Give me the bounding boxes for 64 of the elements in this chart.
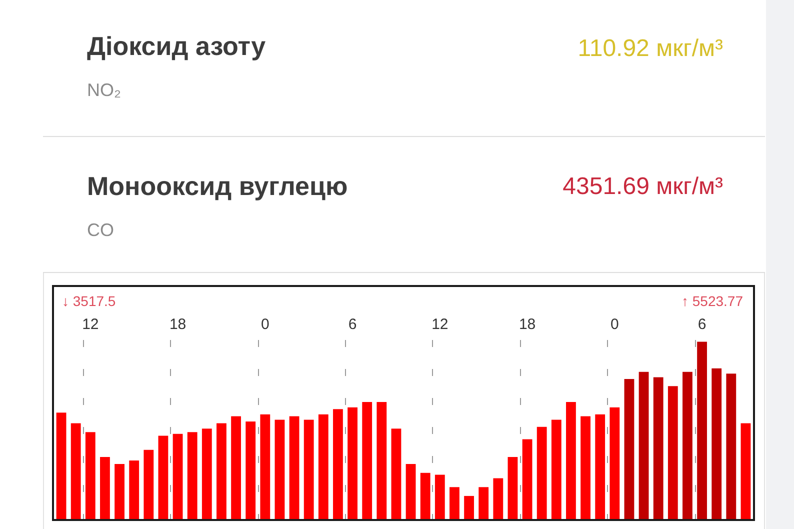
- bar: [376, 402, 387, 519]
- bar: [260, 414, 270, 519]
- bar: [508, 456, 518, 519]
- bar: [187, 432, 198, 519]
- text: CO: [87, 219, 114, 241]
- bar: [114, 464, 124, 519]
- bar: [551, 420, 562, 519]
- bar: [522, 439, 532, 519]
- bar: [478, 487, 489, 519]
- text: 110.92 мкг/м³: [578, 35, 723, 63]
- bar: [653, 377, 664, 519]
- x-tick-label: 12: [432, 316, 448, 333]
- bar: [246, 422, 256, 519]
- bar: [420, 472, 430, 519]
- bar: [304, 420, 314, 519]
- bar: [450, 487, 460, 519]
- bar: [624, 378, 634, 519]
- text: 4351.69 мкг/м³: [562, 173, 723, 201]
- bar: [638, 372, 649, 519]
- bar: [493, 478, 504, 519]
- bar: [712, 368, 722, 519]
- text: Монооксид вуглецю: [87, 171, 348, 201]
- text: Діоксид азоту: [87, 31, 266, 61]
- x-tick-label: 6: [348, 316, 357, 333]
- x-tick-label: 18: [169, 316, 186, 333]
- text: ↓ 3517.5: [62, 293, 116, 309]
- bar: [697, 342, 707, 519]
- bar: [348, 407, 358, 519]
- bar: [333, 409, 343, 519]
- bar: [726, 374, 736, 519]
- bar: [318, 414, 328, 519]
- x-tick-label: 6: [698, 316, 706, 333]
- text: NO₂: [87, 79, 121, 101]
- bar: [56, 412, 66, 519]
- bar: [362, 402, 372, 519]
- bar: [464, 496, 474, 519]
- bar: [610, 407, 620, 519]
- bar: [158, 436, 168, 519]
- bar: [595, 414, 606, 519]
- bar: [144, 450, 154, 519]
- bar: [580, 416, 590, 519]
- bar: [216, 423, 226, 519]
- x-tick-label: 18: [518, 316, 536, 333]
- bar: [172, 434, 183, 519]
- bar: [740, 423, 751, 519]
- bar: [231, 416, 241, 519]
- bar: [406, 464, 416, 519]
- x-tick-label: 0: [260, 316, 270, 333]
- bar: [668, 386, 678, 519]
- bar: [100, 456, 110, 519]
- bar: [202, 428, 212, 519]
- bar: [85, 432, 96, 519]
- x-tick-label: 0: [610, 316, 619, 333]
- bar: [566, 402, 576, 519]
- bar: [129, 460, 140, 519]
- bar: [289, 416, 300, 519]
- bar: [274, 420, 285, 519]
- bar: [391, 428, 402, 519]
- bar: [434, 474, 445, 519]
- bar: [682, 372, 692, 519]
- bar: [536, 426, 547, 519]
- text: ↑ 5523.77: [682, 293, 744, 309]
- x-tick-label: 12: [82, 316, 99, 333]
- bar: [70, 423, 81, 519]
